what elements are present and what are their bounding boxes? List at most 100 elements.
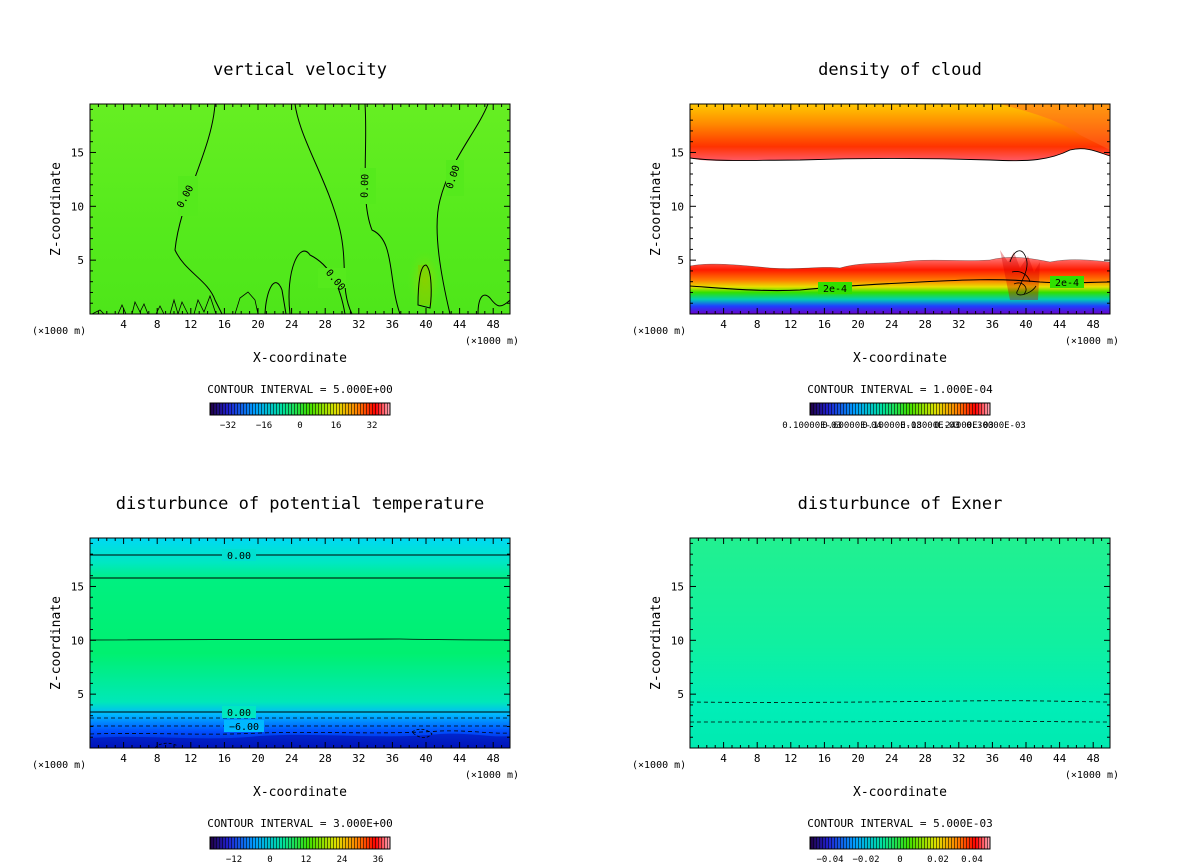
x-tick-label: 48 — [1087, 752, 1100, 765]
contour-labels: 0.00 0.00 0.00 0.00 — [175, 160, 464, 293]
y-tick-label: 15 — [71, 146, 84, 159]
x-unit-left: (×1000 m) — [632, 326, 686, 337]
x-unit-right: (×1000 m) — [465, 770, 519, 781]
panel-title: disturbunce of Exner — [798, 494, 1003, 514]
y-axis-label: Z-coordinate — [649, 596, 664, 690]
colorbar-tick: −32 — [220, 421, 236, 431]
colorbar-tick: 0 — [897, 855, 902, 865]
colorbar-tick: −0.04 — [816, 855, 843, 865]
x-tick-label: 44 — [453, 752, 467, 765]
y-tick-label: 5 — [677, 254, 684, 267]
y-tick-label: 5 — [77, 254, 84, 267]
x-tick-label: 8 — [754, 318, 761, 331]
colorbar-tick: −12 — [226, 855, 242, 865]
colorbar-tick: 0.10000E-03 — [782, 421, 842, 431]
x-unit-right: (×1000 m) — [1065, 770, 1119, 781]
x-tick-label: 20 — [851, 752, 864, 765]
contour-interval: CONTOUR INTERVAL = 5.000E+00 — [207, 383, 392, 396]
y-tick-label: 10 — [71, 200, 84, 213]
x-tick-label: 44 — [1053, 752, 1067, 765]
y-axis-label: Z-coordinate — [49, 162, 64, 256]
colorbar-tick: 24 — [337, 855, 348, 865]
x-tick-label: 24 — [885, 318, 899, 331]
x-tick-label: 24 — [285, 752, 299, 765]
contour-interval: CONTOUR INTERVAL = 3.000E+00 — [207, 817, 392, 830]
x-tick-label: 28 — [319, 318, 332, 331]
y-tick-label: 5 — [77, 688, 84, 701]
colorbar-tick: 16 — [331, 421, 342, 431]
contour-label: 0.00 — [227, 708, 251, 719]
x-tick-label: 48 — [1087, 318, 1100, 331]
contour-labels: 0.00 0.00 −6.00 — [222, 549, 264, 733]
y-tick-label: 15 — [671, 146, 684, 159]
panel-exner: disturbunce of Exner 4 8 12 16 20 24 28 32 36 40 4… — [632, 494, 1119, 865]
x-tick-label: 4 — [720, 318, 727, 331]
x-tick-label: 8 — [154, 318, 161, 331]
colorbar-tick: 0.18000E-03 — [900, 421, 960, 431]
x-tick-label: 16 — [818, 752, 831, 765]
heatmap-field — [90, 538, 510, 748]
colorbar: −32 −16 0 16 32 — [209, 402, 391, 431]
x-tick-label: 4 — [120, 752, 127, 765]
x-tick-label: 16 — [818, 318, 831, 331]
x-tick-label: 36 — [386, 318, 399, 331]
y-tick-label: 10 — [671, 200, 684, 213]
heatmap-field — [90, 104, 510, 314]
colorbar-tick: −16 — [256, 421, 272, 431]
panel-potential-temperature: disturbunce of potential temperature 0.0… — [32, 494, 519, 865]
heatmap-field — [690, 104, 1110, 314]
x-tick-label: 28 — [319, 752, 332, 765]
x-tick-label: 16 — [218, 318, 231, 331]
panel-title: disturbunce of potential temperature — [116, 494, 484, 514]
x-tick-label: 12 — [184, 318, 197, 331]
x-unit-right: (×1000 m) — [465, 336, 519, 347]
x-tick-label: 20 — [251, 752, 264, 765]
x-tick-label: 20 — [251, 318, 264, 331]
x-axis-label: X-coordinate — [253, 785, 347, 800]
colorbar-tick: 36 — [373, 855, 384, 865]
contour-interval: CONTOUR INTERVAL = 1.000E-04 — [807, 383, 993, 396]
x-tick-label: 12 — [784, 318, 797, 331]
x-tick-label: 48 — [487, 752, 500, 765]
x-tick-label: 12 — [784, 752, 797, 765]
y-tick-label: 10 — [71, 634, 84, 647]
x-unit-right: (×1000 m) — [1065, 336, 1119, 347]
x-tick-label: 44 — [453, 318, 467, 331]
colorbar-tick: 32 — [367, 421, 378, 431]
x-unit-left: (×1000 m) — [32, 326, 86, 337]
x-tick-label: 24 — [885, 752, 899, 765]
x-tick-label: 32 — [952, 318, 965, 331]
x-tick-label: 24 — [285, 318, 299, 331]
contour-interval: CONTOUR INTERVAL = 5.000E-03 — [807, 817, 992, 830]
x-tick-label: 4 — [720, 752, 727, 765]
colorbar-tick: 0.60000E-04 — [822, 421, 882, 431]
x-tick-label: 36 — [986, 318, 999, 331]
x-axis-label: X-coordinate — [853, 785, 947, 800]
colorbar-tick: 0.24000E-03 — [934, 421, 994, 431]
x-axis-label: X-coordinate — [253, 351, 347, 366]
x-tick-label: 28 — [919, 752, 932, 765]
colorbar: 0.10000E-03 0.60000E-04 0.10000E-03 0.18… — [782, 402, 1026, 431]
y-axis-label: Z-coordinate — [49, 596, 64, 690]
panel-title: vertical velocity — [213, 60, 387, 80]
panel-title: density of cloud — [818, 60, 982, 80]
contour-label: 2e-4 — [823, 284, 847, 295]
colorbar-tick: 0.02 — [927, 855, 949, 865]
contour-label: 2e-4 — [1055, 278, 1079, 289]
x-tick-label: 44 — [1053, 318, 1067, 331]
contour-label: 0.00 — [227, 551, 251, 562]
contour-label: 0.00 — [360, 174, 372, 198]
panel-vertical-velocity: vertical velocity 0.00 0.00 0.00 0. — [32, 60, 519, 431]
colorbar-tick: 0 — [267, 855, 272, 865]
x-tick-label: 8 — [154, 752, 161, 765]
contour-label: −6.00 — [229, 722, 259, 733]
y-tick-label: 15 — [71, 580, 84, 593]
colorbar-tick: 0.10000E-03 — [862, 421, 922, 431]
x-tick-label: 40 — [419, 318, 432, 331]
x-tick-label: 8 — [754, 752, 761, 765]
x-tick-label: 20 — [851, 318, 864, 331]
